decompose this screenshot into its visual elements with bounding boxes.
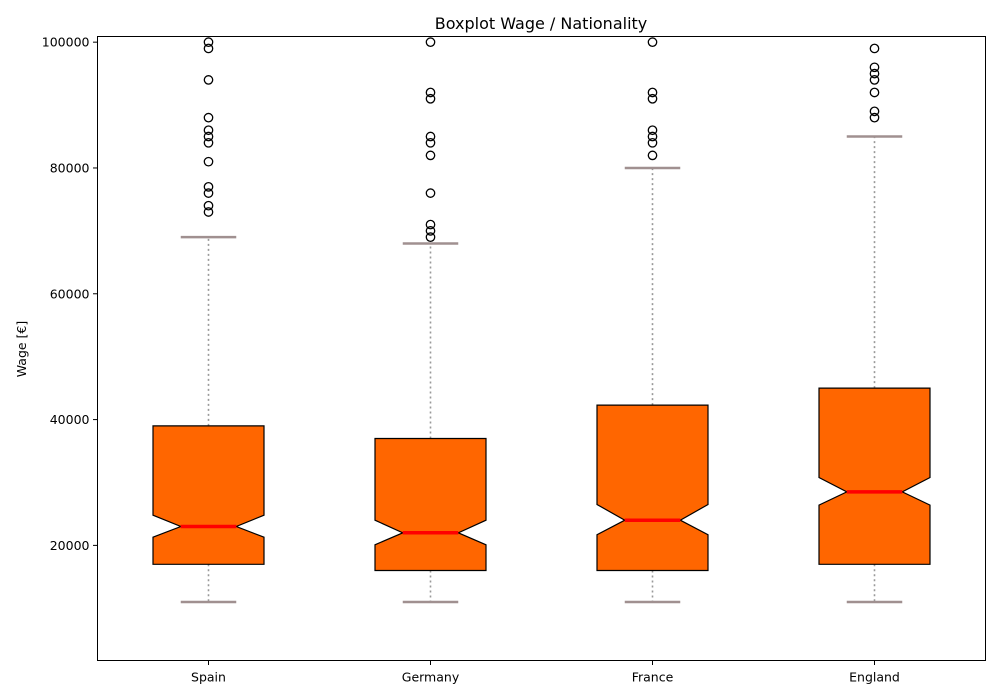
x-axis: Spain Germany France England <box>191 660 900 685</box>
y-tick-label: 60000 <box>50 286 90 301</box>
flier-point <box>425 226 436 236</box>
flier-point <box>647 93 658 104</box>
plot-frame <box>97 36 986 661</box>
flier-point <box>869 43 880 54</box>
flier-point <box>647 87 658 98</box>
flier-point <box>203 125 214 136</box>
y-tick-label: 100000 <box>42 35 90 50</box>
box-group-england <box>818 43 931 604</box>
flier-point <box>425 137 436 148</box>
flier-point <box>647 131 658 142</box>
flier-point <box>869 62 880 73</box>
flier-point <box>425 93 436 104</box>
flier-point <box>869 112 880 123</box>
x-tick-label: England <box>849 670 900 685</box>
flier-point <box>203 207 214 217</box>
flier-point <box>203 188 214 198</box>
y-axis-label: Wage [€] <box>14 321 29 378</box>
flier-point <box>425 87 436 98</box>
y-axis: 20000 40000 60000 80000 100000 <box>42 35 98 553</box>
plot-area <box>152 37 931 604</box>
flier-point <box>203 156 214 167</box>
flier-point <box>425 232 436 243</box>
flier-point <box>203 200 214 211</box>
box-group-germany <box>374 37 487 604</box>
flier-point <box>203 131 214 142</box>
y-tick-label: 20000 <box>50 538 90 553</box>
x-tick-label: Spain <box>191 670 226 685</box>
flier-point <box>203 37 214 48</box>
flier-point <box>647 150 658 161</box>
box-body <box>596 404 709 572</box>
x-tick-label: France <box>632 670 674 685</box>
flier-point <box>869 75 880 85</box>
box-body <box>152 425 265 565</box>
flier-point <box>203 43 214 54</box>
flier-point <box>425 150 436 161</box>
box-group-france <box>596 37 709 604</box>
flier-point <box>647 137 658 148</box>
chart-title: Boxplot Wage / Nationality <box>435 14 648 33</box>
flier-point <box>425 219 436 230</box>
flier-point <box>869 106 880 117</box>
box-body <box>374 437 487 572</box>
flier-point <box>425 37 436 48</box>
flier-point <box>425 188 436 198</box>
flier-point <box>647 37 658 48</box>
flier-point <box>869 87 880 98</box>
flier-point <box>203 181 214 192</box>
y-tick-label: 80000 <box>50 160 90 175</box>
flier-point <box>203 75 214 85</box>
flier-point <box>203 112 214 123</box>
y-tick-label: 40000 <box>50 412 90 427</box>
box-group-spain <box>152 37 265 604</box>
flier-point <box>869 68 880 79</box>
x-tick-label: Germany <box>402 670 460 685</box>
box-body <box>818 387 931 565</box>
flier-point <box>203 137 214 148</box>
flier-point <box>425 131 436 142</box>
flier-point <box>647 125 658 136</box>
